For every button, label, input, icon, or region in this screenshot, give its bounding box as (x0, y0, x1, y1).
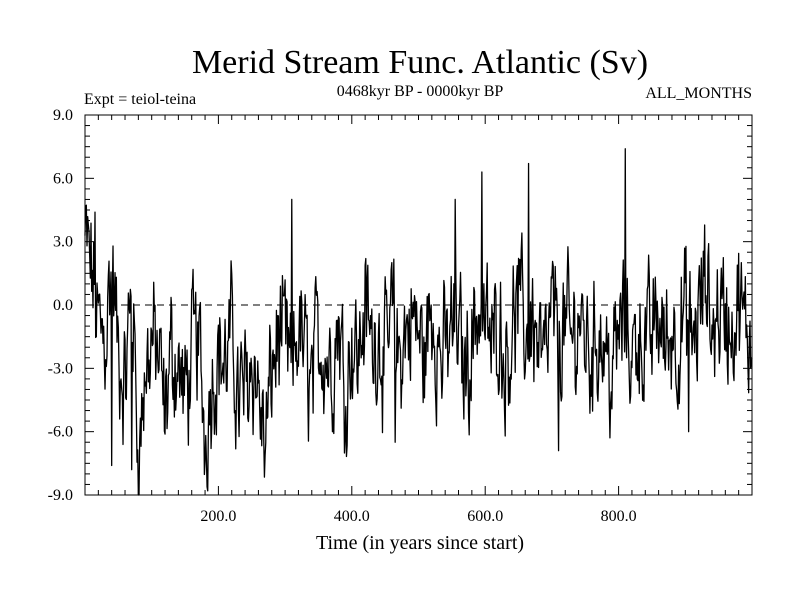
y-tick-label: 9.0 (53, 107, 73, 124)
y-tick-label: -6.0 (48, 424, 73, 441)
x-axis-label: Time (in years since start) (316, 532, 524, 554)
data-series (84, 148, 753, 496)
y-tick-label: -9.0 (48, 487, 73, 504)
x-tick-label: 800.0 (601, 508, 637, 525)
axis-ticks: 200.0 400.0 600.0 800.0 -9.0 -6.0 -3.0 0.0 3.0 6.… (48, 107, 752, 525)
chart-subtitle: 0468kyr BP - 0000kyr BP (337, 83, 504, 100)
x-tick-label: 400.0 (334, 508, 370, 525)
period-label: ALL_MONTHS (645, 85, 752, 102)
x-tick-label: 600.0 (467, 508, 503, 525)
x-tick-label: 200.0 (200, 508, 236, 525)
chart-title: Merid Stream Func. Atlantic (Sv) (192, 44, 648, 81)
plot-area (84, 114, 753, 496)
series-line (84, 148, 753, 496)
experiment-label: Expt = teiol-teina (84, 91, 196, 108)
y-tick-label: 3.0 (53, 234, 73, 251)
y-tick-label: 0.0 (53, 297, 73, 314)
y-tick-label: 6.0 (53, 170, 73, 187)
y-tick-label: -3.0 (48, 360, 73, 377)
